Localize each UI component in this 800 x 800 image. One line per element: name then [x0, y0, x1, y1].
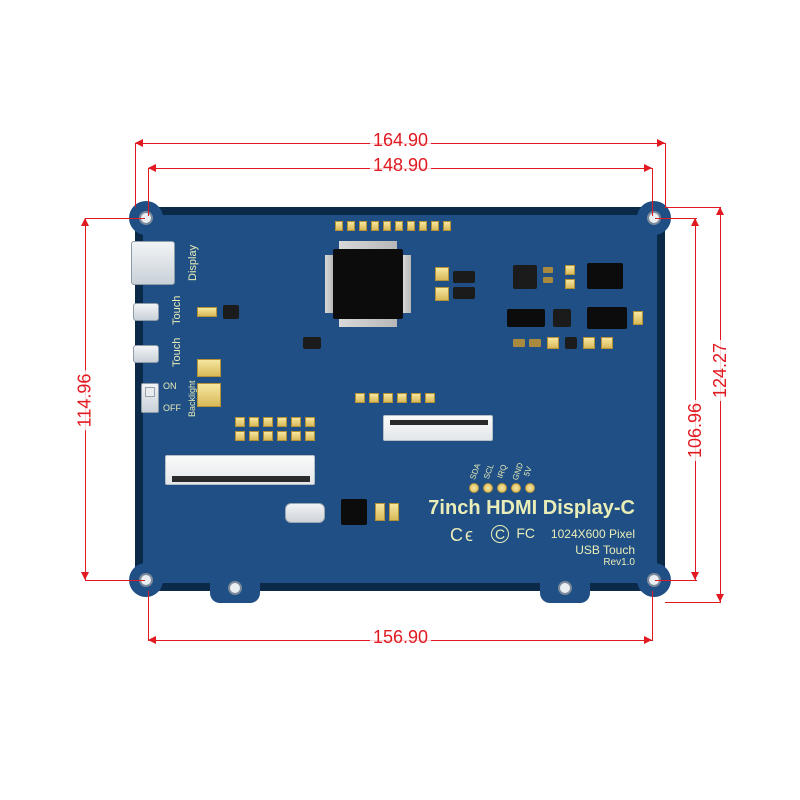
gold-pad — [583, 337, 595, 349]
micro-usb-touch — [133, 303, 159, 321]
gold-pad — [435, 287, 449, 301]
dim-ext — [655, 580, 697, 581]
board-touch: USB Touch — [575, 543, 635, 557]
diagram-stage: Display Touch Touch ON OFF Backlight — [0, 0, 800, 800]
hdmi-port — [131, 241, 175, 285]
dim-ext — [665, 207, 721, 208]
dim-ext — [135, 143, 136, 207]
gold-pad — [633, 311, 643, 325]
gold-pad — [565, 265, 575, 275]
backlight-switch — [141, 383, 159, 413]
gold-pad — [197, 359, 221, 377]
gold-pad — [435, 267, 449, 281]
dim-ext — [652, 591, 653, 641]
gold-pad — [375, 503, 385, 521]
dim-ext — [148, 591, 149, 641]
gold-pad — [565, 279, 575, 289]
gold-pad — [197, 383, 221, 407]
dim-ext — [665, 143, 666, 207]
mount-hole — [228, 581, 242, 595]
dim-left-label: 114.96 — [74, 371, 95, 431]
smd — [303, 337, 321, 349]
smd — [513, 265, 537, 289]
port-label-power: Touch — [171, 338, 183, 367]
smd — [453, 287, 475, 299]
board-rev: Rev1.0 — [603, 557, 635, 568]
dim-ext — [85, 218, 145, 219]
dim-bottom-label: 156.90 — [370, 627, 431, 648]
gold-pad — [197, 307, 217, 317]
cap — [543, 277, 553, 283]
ic-chip — [587, 307, 627, 329]
crystal-osc — [285, 503, 325, 523]
ic-chip — [341, 499, 367, 525]
pin-label: SDA — [468, 462, 482, 481]
pcb-board: Display Touch Touch ON OFF Backlight — [135, 207, 665, 591]
dim-top-inner-label: 148.90 — [370, 155, 431, 176]
ic-chip — [587, 263, 623, 289]
switch-on-label: ON — [163, 381, 177, 391]
gold-pad — [389, 503, 399, 521]
switch-off-label: OFF — [163, 403, 181, 413]
dim-ext — [652, 168, 653, 216]
dim-ext — [665, 602, 721, 603]
ic-chip — [507, 309, 545, 327]
dim-ext — [85, 580, 145, 581]
cert-ce-icon: Cϵ — [450, 525, 475, 546]
mount-hole — [558, 581, 572, 595]
cert-ccc-icon: C — [491, 525, 509, 543]
smd — [453, 271, 475, 283]
ffc-connector-large — [165, 455, 315, 485]
backlight-label: Backlight — [187, 380, 197, 417]
cap — [529, 339, 541, 347]
dim-right-outer — [720, 207, 721, 603]
port-label-display: Display — [187, 245, 199, 281]
port-label-touch: Touch — [171, 296, 183, 325]
gold-pad-row-top — [335, 221, 455, 231]
cert-fcc-icon: FC — [516, 525, 535, 541]
pin-label: 5V — [522, 465, 534, 477]
smd — [565, 337, 577, 349]
smd — [553, 309, 571, 327]
dim-top-outer-label: 164.90 — [370, 130, 431, 151]
smd — [223, 305, 239, 319]
gold-pad — [601, 337, 613, 349]
cap — [543, 267, 553, 273]
ffc-connector-small — [383, 415, 493, 441]
pin-label: SCL — [482, 463, 496, 481]
pin-label: IRQ — [495, 463, 508, 479]
cap — [513, 339, 525, 347]
gold-pad — [547, 337, 559, 349]
dim-ext — [148, 168, 149, 216]
board-title: 7inch HDMI Display-C — [428, 497, 635, 520]
dim-right-inner-label: 106.96 — [685, 400, 706, 461]
board-resolution: 1024X600 Pixel — [551, 527, 635, 541]
dim-right-outer-label: 124.27 — [710, 340, 731, 401]
micro-usb-power — [133, 345, 159, 363]
